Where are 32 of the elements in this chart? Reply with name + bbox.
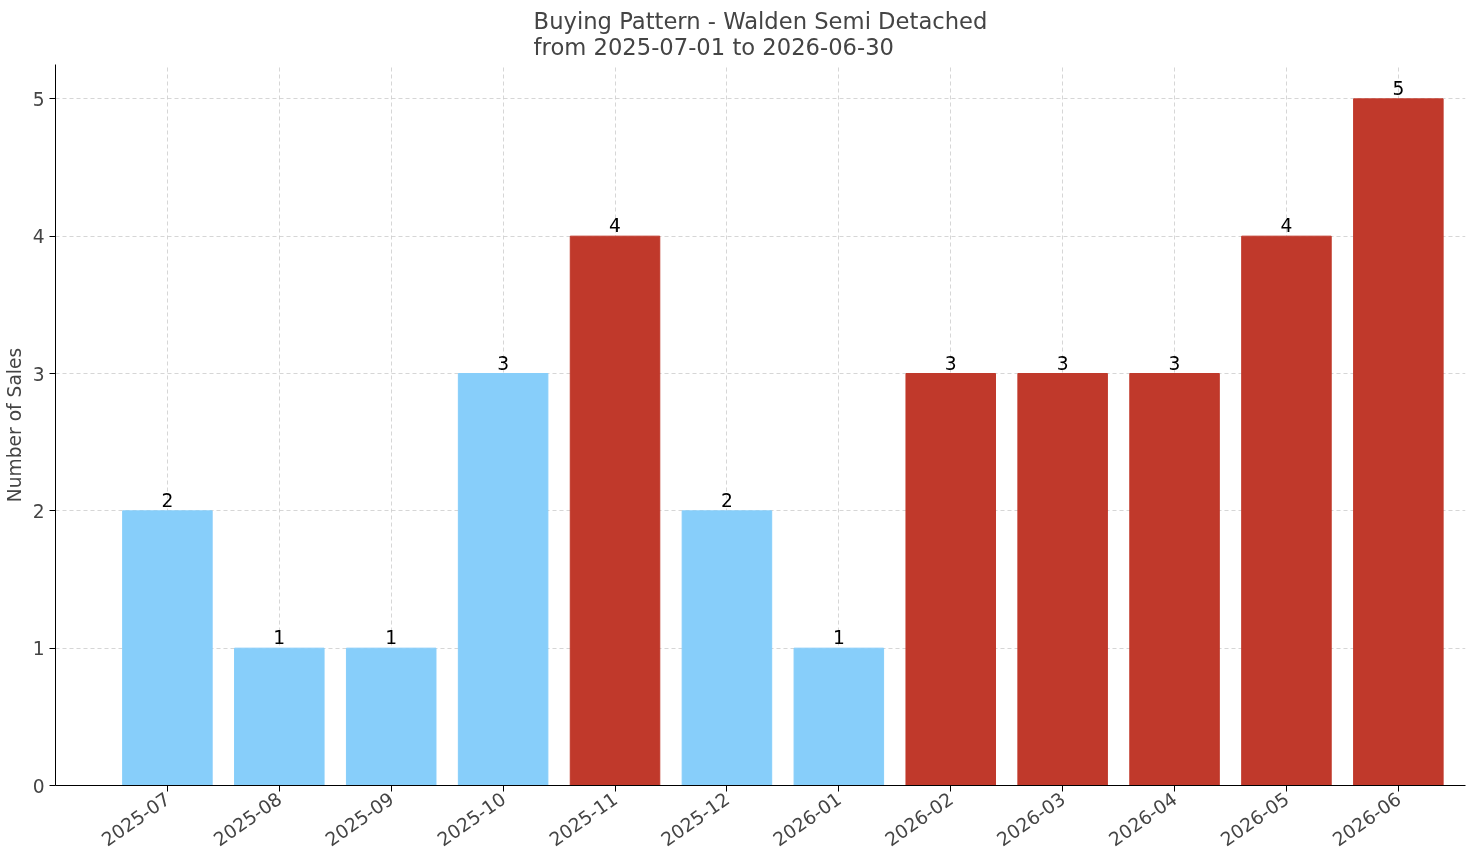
chart-title: Buying Pattern - Walden Semi Detached from 2025-07-01 to 2026-06-30: [533, 7, 988, 60]
data-label: 1: [385, 627, 398, 649]
bar: [345, 647, 437, 786]
y-tick-label: 1: [32, 638, 45, 660]
data-label: 3: [1168, 352, 1181, 374]
y-tick-label: 3: [32, 363, 45, 385]
y-tick-label: 0: [32, 775, 45, 797]
data-label: 3: [944, 352, 957, 374]
bar: [457, 373, 549, 786]
data-label: 3: [497, 352, 510, 374]
data-label: 5: [1392, 77, 1405, 99]
bar: [234, 647, 325, 786]
data-label: 4: [1280, 215, 1293, 237]
data-label: 3: [1056, 352, 1069, 374]
bar: [569, 235, 661, 786]
data-label: 4: [609, 215, 621, 237]
bar: [681, 510, 773, 786]
data-label: 2: [161, 489, 174, 511]
y-tick-label: 2: [32, 500, 45, 522]
y-axis-title: Number of Sales: [3, 347, 25, 503]
bar: [1129, 373, 1220, 786]
bar: [1353, 98, 1444, 786]
y-tick-label: 5: [32, 88, 45, 110]
bar: [1241, 235, 1332, 786]
bar: [1017, 373, 1108, 786]
data-label: 2: [720, 489, 733, 511]
y-tick-label: 4: [32, 226, 45, 248]
data-label: 1: [832, 627, 845, 649]
bar: [793, 647, 885, 786]
data-label: 1: [273, 627, 286, 649]
bar: [122, 510, 213, 786]
bar: [905, 373, 996, 786]
